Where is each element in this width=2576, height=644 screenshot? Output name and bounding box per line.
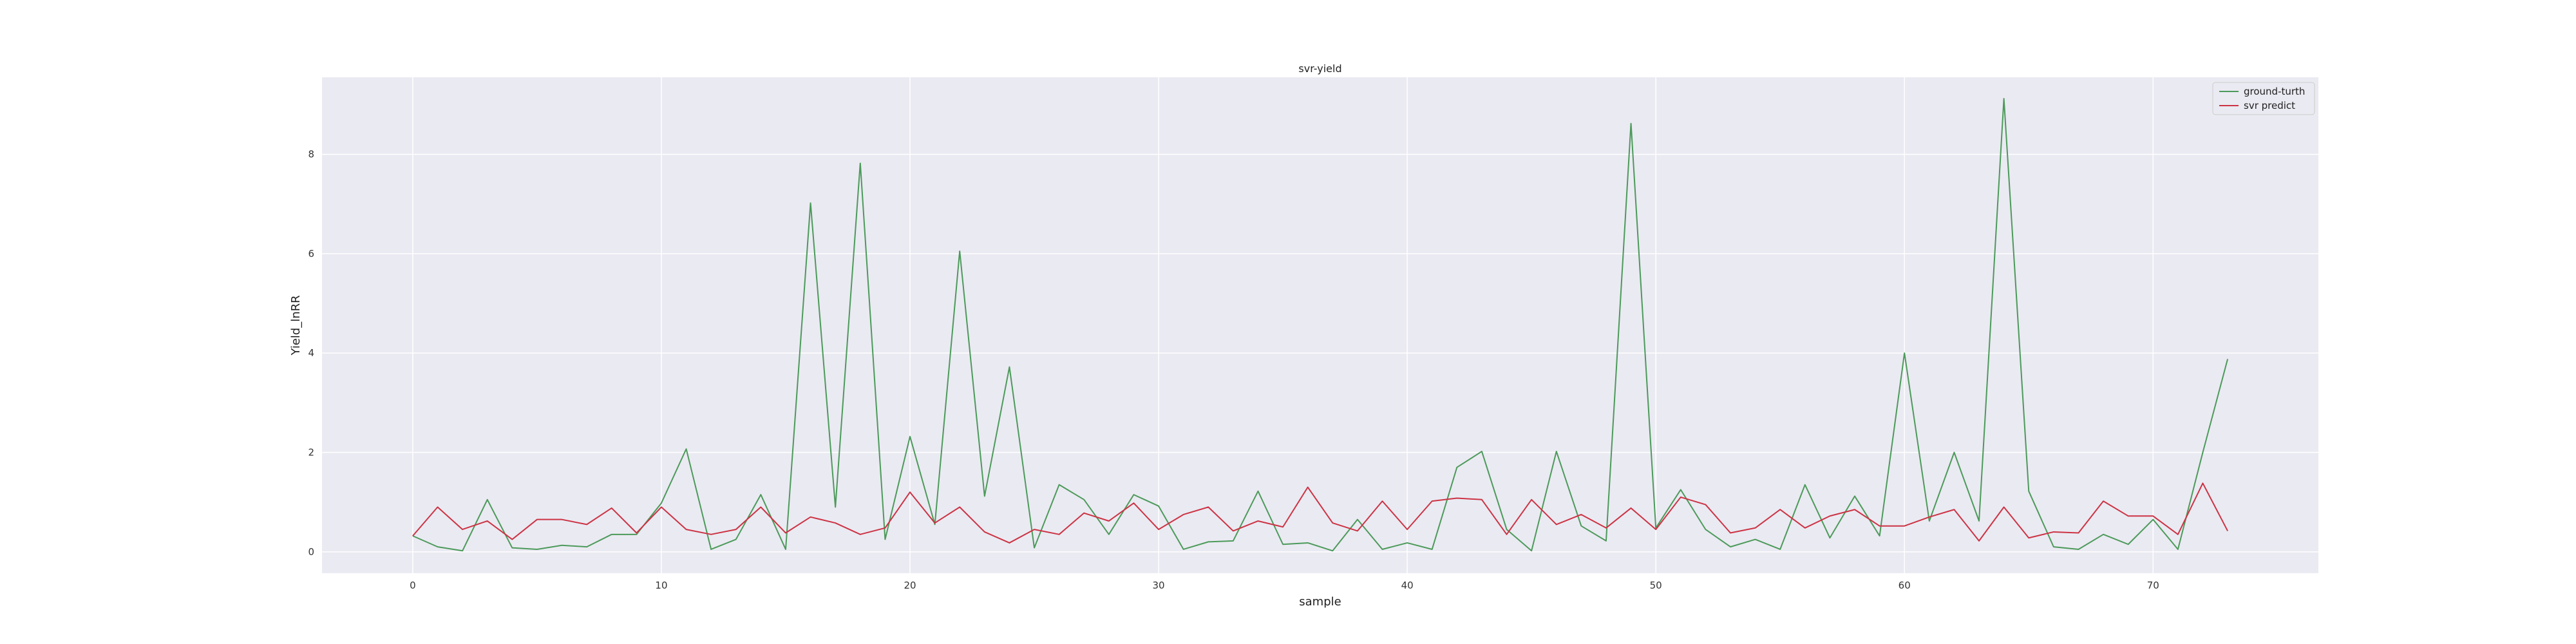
x-tick-label: 70 — [2147, 580, 2159, 591]
x-tick-label: 40 — [1401, 580, 1414, 591]
chart-title: svr-yield — [1298, 62, 1341, 75]
grid — [322, 77, 2318, 573]
legend-label-ground-turth: ground-turth — [2244, 86, 2305, 97]
x-tick-label: 0 — [410, 580, 416, 591]
x-ticks: 0 10 20 30 40 50 60 70 — [410, 580, 2159, 591]
x-tick-label: 50 — [1650, 580, 1662, 591]
x-axis-label: sample — [1299, 595, 1341, 609]
plot-background — [322, 77, 2318, 573]
y-ticks: 0 2 4 6 8 — [308, 149, 314, 558]
y-tick-label: 6 — [308, 248, 314, 260]
legend-label-svr-predict: svr predict — [2244, 100, 2295, 111]
series-lines — [412, 98, 2229, 552]
y-tick-label: 4 — [308, 347, 314, 359]
x-tick-label: 60 — [1899, 580, 1911, 591]
x-tick-label: 20 — [904, 580, 916, 591]
y-tick-label: 0 — [308, 546, 314, 558]
legend-box — [2212, 82, 2315, 115]
y-tick-label: 2 — [308, 447, 314, 459]
x-tick-label: 30 — [1153, 580, 1165, 591]
series-line-ground-turth — [412, 98, 2229, 552]
series-line-svr-predict — [412, 482, 2228, 544]
x-tick-label: 10 — [655, 580, 667, 591]
y-axis-label: Yield_lnRR — [289, 295, 303, 355]
y-tick-label: 8 — [308, 149, 314, 160]
legend: ground-turth svr predict — [2212, 82, 2315, 115]
